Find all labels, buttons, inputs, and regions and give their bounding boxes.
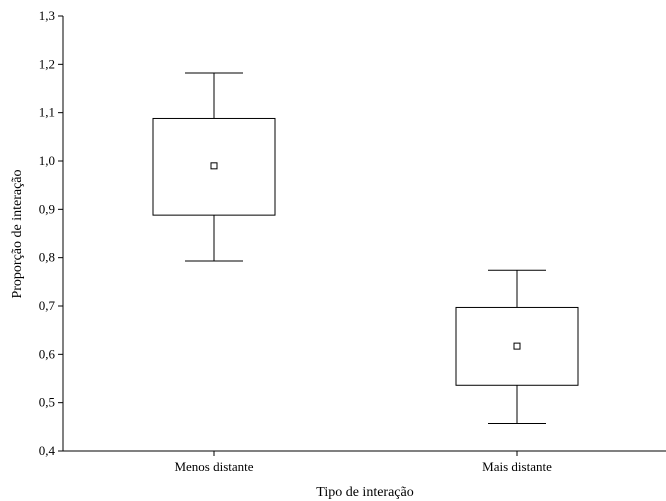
y-tick-label: 0,5: [39, 395, 55, 410]
y-tick-label: 0,6: [39, 346, 56, 361]
mean-marker: [210, 162, 218, 170]
y-tick-label: 1,1: [39, 105, 55, 120]
y-tick-label: 0,4: [39, 443, 56, 458]
plot-axes: [62, 16, 666, 452]
box-group: [455, 269, 579, 424]
x-tick-label: Mais distante: [482, 459, 552, 474]
boxes: [152, 72, 579, 424]
x-ticks: Menos distante Mais distante: [174, 451, 552, 474]
y-tick-label: 1,0: [39, 153, 55, 168]
y-axis-title: Proporção de interação: [10, 169, 25, 298]
x-axis-title: Tipo de interação: [316, 485, 413, 500]
y-tick-label: 0,8: [39, 250, 55, 265]
y-tick-label: 1,2: [39, 56, 55, 71]
box-group: [152, 72, 276, 262]
x-tick-label: Menos distante: [174, 459, 253, 474]
mean-marker: [513, 342, 521, 350]
y-tick-label: 0,9: [39, 201, 55, 216]
y-tick-label: 1,3: [39, 8, 55, 23]
y-tick-label: 0,7: [39, 298, 56, 313]
y-ticks: 0,4 0,5 0,6 0,7 0,8 0,9 1,0 1,1 1,2 1,3: [39, 8, 63, 458]
